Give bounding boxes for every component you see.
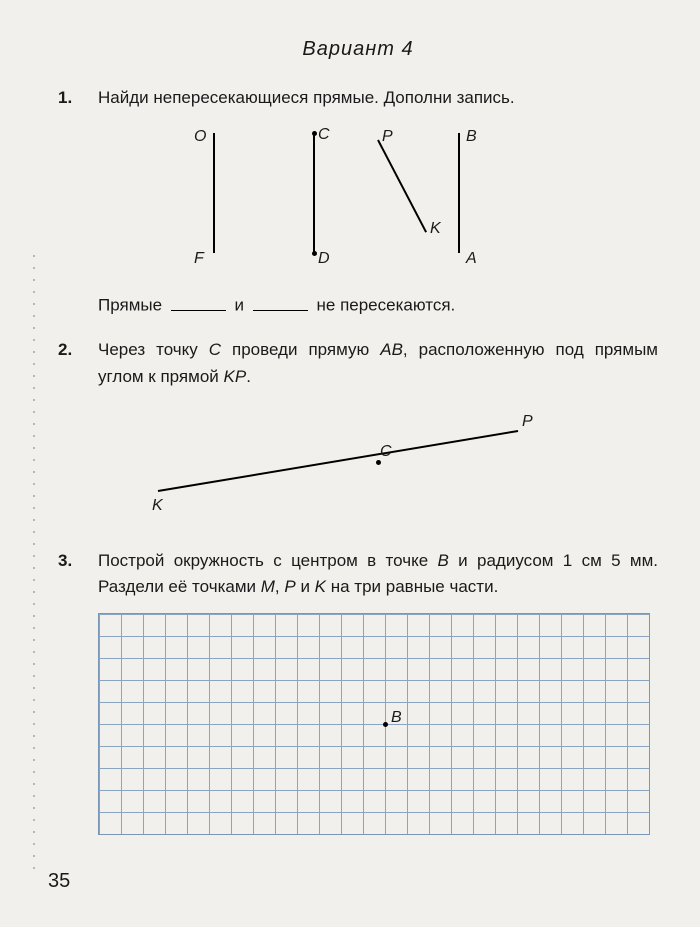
task-3-prompt: Построй окружность с центром в точке B и… [98,548,658,601]
point-label-B: B [466,125,477,150]
task-3: 3. Построй окружность с центром в точке … [58,548,658,835]
task-2-prompt: Через точку C проведи прямую AB, располо… [98,337,658,390]
point-label-D: D [318,247,330,272]
task-1-diagram: O C P B F D KA [158,121,498,281]
task-2-diagram: K P C [138,400,558,520]
grid-lines [99,614,649,834]
task-1-body: Найди непересекающиеся прямые. Дополни з… [98,85,658,319]
task-3-body: Построй окружность с центром в точке B и… [98,548,658,835]
task-2-body: Через точку C проведи прямую AB, располо… [98,337,658,530]
point-label-A: A [466,247,477,272]
point-label-P: P [382,125,393,150]
variant-title: Вариант 4 [58,38,658,61]
answer-mid: и [235,296,245,315]
task-3-grid: B [98,613,650,835]
task-1-answer-line: Прямые и не пересекаются. [98,291,658,319]
point-label-P: P [522,410,533,435]
task-3-number: 3. [58,548,98,835]
point-label-O: O [194,125,206,150]
task-1-prompt: Найди непересекающиеся прямые. Дополни з… [98,85,658,111]
point-label-B: B [391,706,402,731]
page-number: 35 [48,870,70,893]
blank-1[interactable] [171,291,226,311]
answer-pre: Прямые [98,296,162,315]
point-label-K: K [152,494,163,519]
page-content: Вариант 4 1. Найди непересекающиеся прям… [58,38,658,853]
point-label-C: C [380,440,392,465]
binding-dots [32,250,36,870]
point-label-K: K [430,217,441,242]
task-2: 2. Через точку C проведи прямую AB, расп… [58,337,658,530]
task-1: 1. Найди непересекающиеся прямые. Дополн… [58,85,658,319]
point-label-F: F [194,247,204,272]
task-2-number: 2. [58,337,98,530]
blank-2[interactable] [253,291,308,311]
point-label-C: C [318,123,330,148]
task-1-number: 1. [58,85,98,319]
answer-post: не пересекаются. [317,296,456,315]
